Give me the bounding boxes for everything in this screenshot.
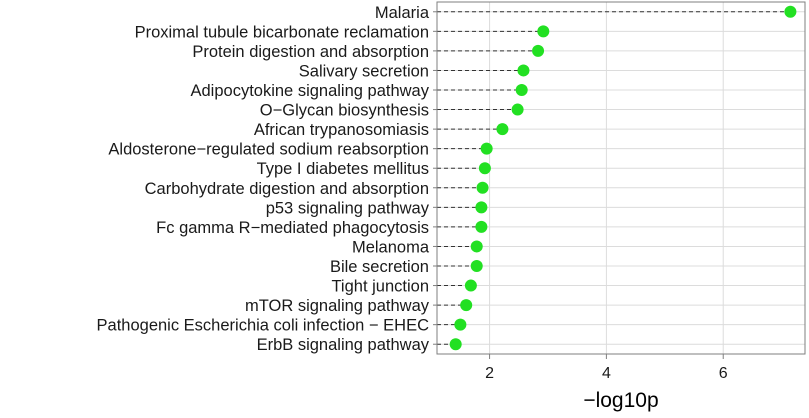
x-tick-label: 6 bbox=[719, 365, 728, 382]
data-point bbox=[464, 279, 477, 292]
category-label: Bile secretion bbox=[330, 258, 429, 276]
data-point bbox=[449, 338, 462, 351]
category-label: African trypanosomiasis bbox=[254, 121, 429, 139]
data-point bbox=[511, 103, 524, 116]
category-label: Malaria bbox=[375, 4, 430, 22]
category-label: Aldosterone−regulated sodium reabsorptio… bbox=[108, 141, 429, 159]
category-label: Proximal tubule bicarbonate reclamation bbox=[135, 23, 429, 41]
category-label: Pathogenic Escherichia coli infection − … bbox=[97, 317, 430, 335]
data-point bbox=[460, 299, 473, 312]
category-label: Protein digestion and absorption bbox=[192, 43, 429, 61]
data-point bbox=[532, 44, 545, 57]
category-label: Type I diabetes mellitus bbox=[257, 160, 429, 178]
panel-frame bbox=[436, 1, 806, 355]
data-point bbox=[478, 162, 491, 175]
category-label: ErbB signaling pathway bbox=[257, 336, 430, 354]
data-point bbox=[480, 142, 493, 155]
data-point bbox=[517, 64, 530, 77]
category-label: O−Glycan biosynthesis bbox=[260, 102, 429, 120]
data-point bbox=[470, 260, 483, 272]
category-label: Carbohydrate digestion and absorption bbox=[145, 180, 429, 198]
category-label: Adipocytokine signaling pathway bbox=[191, 82, 430, 100]
data-point bbox=[496, 123, 509, 136]
data-point bbox=[454, 318, 467, 331]
x-axis-title: −log10p bbox=[583, 389, 658, 412]
data-point bbox=[515, 84, 528, 96]
data-point bbox=[537, 25, 550, 38]
category-label: p53 signaling pathway bbox=[266, 199, 430, 217]
data-point bbox=[475, 220, 488, 233]
grid-layer bbox=[437, 2, 805, 354]
data-point bbox=[475, 201, 488, 214]
data-point bbox=[784, 5, 797, 18]
category-label: Fc gamma R−mediated phagocytosis bbox=[156, 219, 429, 237]
point-layer bbox=[449, 5, 797, 351]
data-point bbox=[476, 181, 489, 194]
data-point bbox=[470, 240, 483, 253]
category-label: Tight junction bbox=[331, 278, 429, 296]
x-tick-layer: 2 4 6 bbox=[485, 354, 728, 382]
category-label: mTOR signaling pathway bbox=[245, 297, 430, 315]
category-label: Melanoma bbox=[352, 238, 430, 256]
x-tick-label: 2 bbox=[485, 365, 494, 382]
x-tick-label: 4 bbox=[602, 365, 611, 382]
category-label: Salivary secretion bbox=[299, 62, 429, 80]
